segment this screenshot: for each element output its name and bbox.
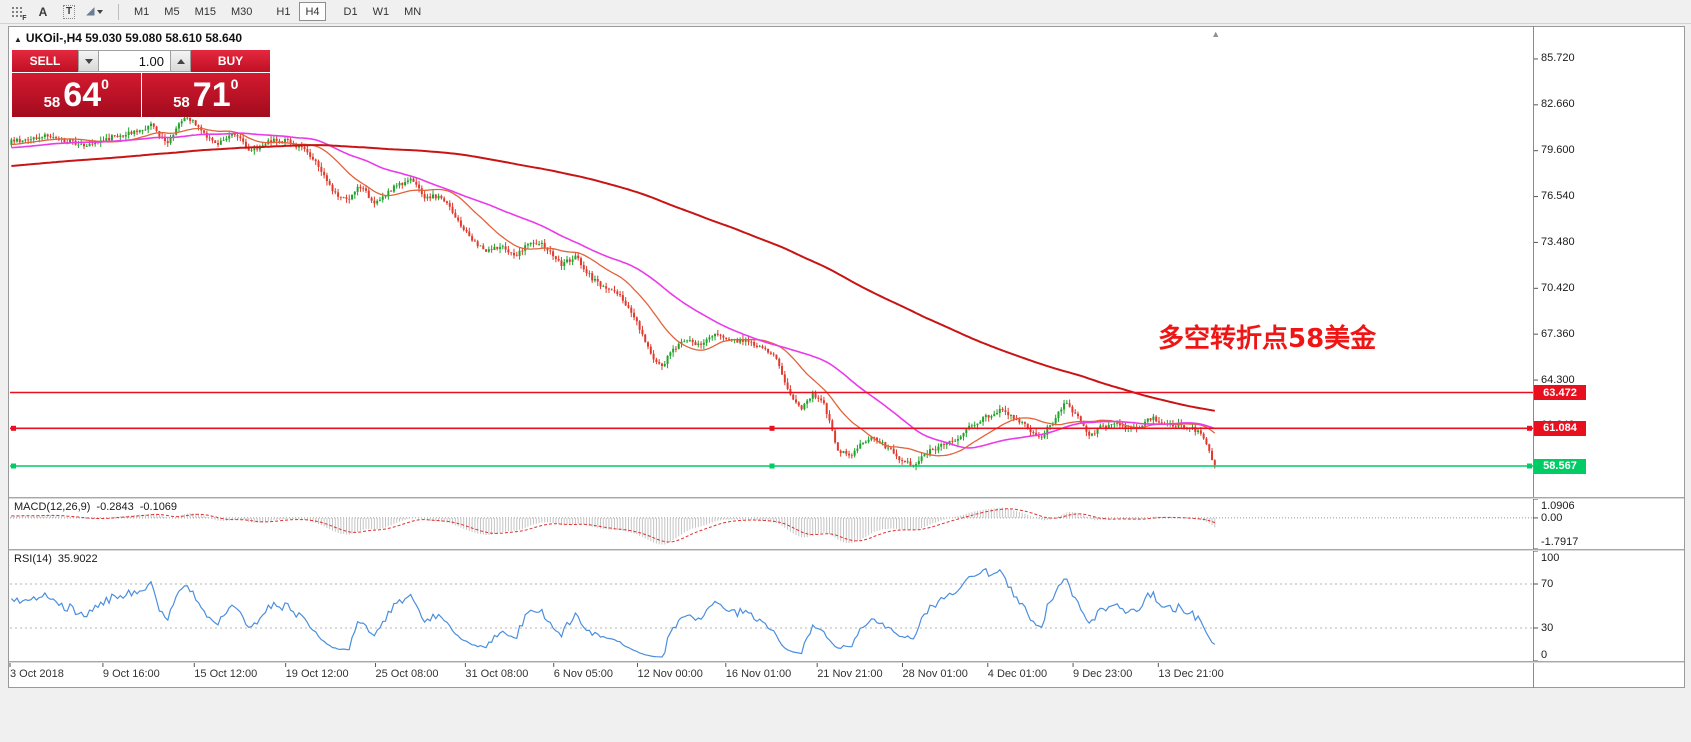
volume-decrease-button[interactable] (78, 50, 99, 72)
bid-prefix: 58 (43, 94, 61, 111)
timeframe-h1-button[interactable]: H1 (276, 6, 291, 18)
shapes-dropdown-icon-glyph: ◢ (86, 6, 95, 17)
macd-label: MACD(12,26,9) (14, 501, 91, 513)
label-a-icon-glyph: A (38, 4, 48, 19)
volume-input[interactable] (99, 50, 170, 72)
rsi-panel-splitter[interactable] (9, 549, 1684, 551)
toolbar-icons-group: F A T ◢ (5, 2, 109, 22)
volume-increase-button[interactable] (170, 50, 191, 72)
dots-grid-sub-label: F (22, 14, 27, 22)
macd-main-value: -0.2843 (96, 501, 134, 513)
ask-big-digits: 71 (192, 76, 231, 114)
chevron-up-icon (176, 58, 185, 64)
sell-quote-panel[interactable]: 58 64 0 (12, 73, 141, 117)
timeframe-m5-button[interactable]: M5 (164, 6, 180, 18)
chart-annotation-text[interactable]: 多空转折点58美金 (1158, 324, 1377, 354)
timeframe-m30-button[interactable]: M30 (230, 6, 253, 18)
timeframe-toolbar: M1 M5 M15 M30 H1 H4 D1 W1 MN (128, 2, 430, 21)
timeframe-w1-button[interactable]: W1 (372, 6, 390, 18)
chevron-down-icon (84, 58, 93, 64)
chart-shift-marker-icon: ▲ (1211, 29, 1221, 39)
quote-row: 58 64 0 58 71 0 (12, 73, 270, 117)
ask-prefix: 58 (173, 94, 190, 111)
timeframe-mn-button[interactable]: MN (404, 6, 422, 18)
shapes-dropdown-icon[interactable]: ◢ (83, 2, 107, 22)
text-tool-icon[interactable]: T (57, 2, 81, 22)
bid-big-digits: 64 (63, 76, 102, 114)
chevron-down-icon (97, 9, 104, 14)
timeframe-h4-button[interactable]: H4 (299, 2, 326, 21)
buy-quote-panel[interactable]: 58 71 0 (141, 73, 270, 117)
toolbar-separator (118, 3, 119, 20)
rsi-value: 35.9022 (57, 553, 98, 565)
symbol-marker-icon: ▲ (14, 35, 22, 44)
timeframe-m15-button[interactable]: M15 (194, 6, 216, 18)
macd-panel-splitter[interactable] (9, 497, 1684, 499)
macd-signal-value: -0.1069 (139, 501, 178, 513)
price-axis[interactable] (1534, 26, 1685, 663)
label-a-icon[interactable]: A (31, 2, 55, 22)
time-axis[interactable] (10, 663, 1533, 687)
dots-grid-glyph: F (10, 5, 27, 22)
dots-grid-icon[interactable]: F (5, 2, 29, 22)
one-click-trading-panel: SELL BUY 58 64 0 58 71 0 (12, 50, 270, 117)
top-toolbar: F A T ◢ M1 M5 M15 M30 H1 H4 D1 W1 MN (0, 0, 1691, 24)
macd-panel-header: MACD(12,26,9) -0.2843 -0.1069 (14, 501, 183, 513)
ask-pip-digit: 0 (230, 76, 239, 92)
trade-controls-row: SELL BUY (12, 50, 270, 72)
sell-button[interactable]: SELL (12, 50, 78, 72)
timeframe-m1-button[interactable]: M1 (134, 6, 150, 18)
rsi-label: RSI(14) (14, 553, 52, 565)
timeframe-d1-button[interactable]: D1 (343, 6, 358, 18)
bid-pip-digit: 0 (101, 76, 109, 92)
rsi-panel-header: RSI(14) 35.9022 (14, 553, 104, 565)
text-tool-icon-glyph: T (62, 4, 76, 19)
symbol-header: ▲ UKOil-,H4 59.030 59.080 58.610 58.640 (14, 31, 242, 45)
symbol-ohlc-text: UKOil-,H4 59.030 59.080 58.610 58.640 (25, 31, 243, 45)
time-axis-splitter[interactable] (9, 661, 1684, 663)
buy-button[interactable]: BUY (191, 50, 270, 72)
